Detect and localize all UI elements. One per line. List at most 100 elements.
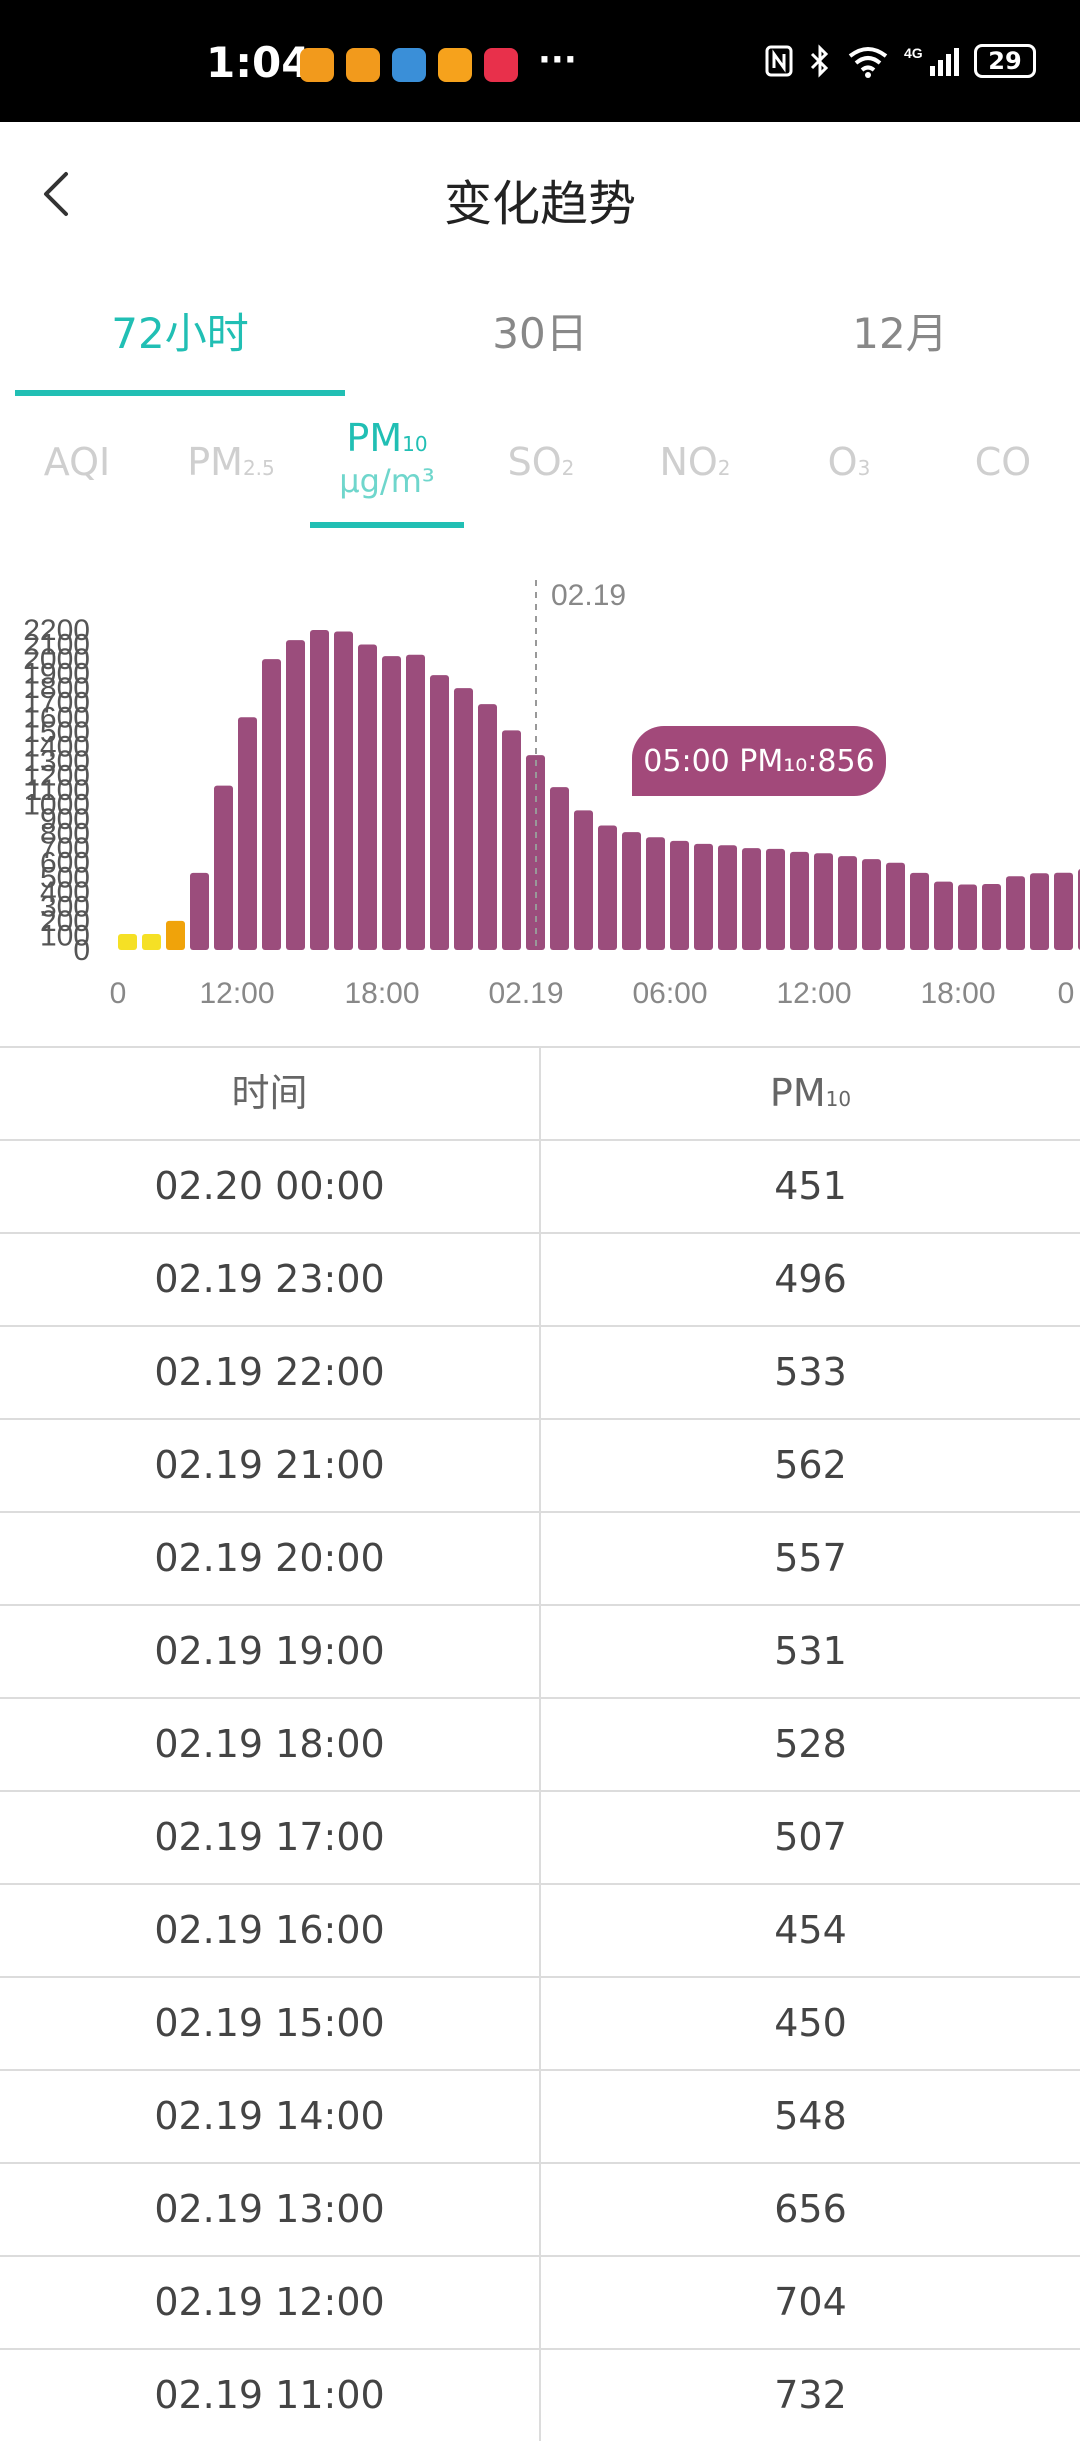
x-tick-label: 18:00 [920,977,995,1010]
tab-o3-label: O [827,440,858,484]
back-icon[interactable] [30,164,90,224]
tab-co[interactable]: CO [974,440,1032,484]
chart-bar [910,872,929,950]
row-value: 450 [774,2001,847,2045]
chart-bar [622,832,641,950]
pm10-chart[interactable]: 0 100 200 300 400 500 600 700 800 900 1000 1100 1200… [0,560,1080,1040]
row-time: 02.19 12:00 [0,2257,541,2348]
battery-icon: 29 [974,44,1036,78]
y-tick-label: 500 [40,861,90,894]
table-row: 02.19 14:00 548 [0,2069,1080,2162]
tab-12-months[interactable]: 12月 [852,309,948,358]
tab-so2[interactable]: SO2 [464,440,618,484]
notification-icons [300,48,518,82]
app-header: 变化趋势 [0,122,1080,268]
app-notification-icon [392,48,426,82]
table-row: 02.19 17:00 507 [0,1790,1080,1883]
table-row: 02.19 11:00 732 [0,2348,1080,2441]
tab-pm25[interactable]: PM2.5 [154,440,308,484]
chart-bar [838,856,857,950]
row-time: 02.19 18:00 [0,1699,541,1790]
chart-bar [406,654,425,950]
tab-pm25-label: PM [187,440,243,484]
row-value: 496 [774,1257,847,1301]
tab-72-hours[interactable]: 72小时 [111,309,249,358]
tab-o3-subscript: 3 [857,456,871,480]
row-value: 557 [774,1536,847,1580]
y-tick-label: 1100 [25,774,90,807]
row-time: 02.19 19:00 [0,1606,541,1697]
row-value: 531 [774,1629,847,1673]
tab-pm10-subscript: 10 [402,432,428,456]
chart-bar [598,825,617,950]
chart-bar [862,859,881,950]
row-value: 656 [774,2187,847,2231]
y-tick-label: 1000 [23,789,90,822]
chart-bar [982,883,1001,950]
row-value: 562 [774,1443,847,1487]
table-row: 02.19 19:00 531 [0,1604,1080,1697]
y-tick-label: 100 [40,919,90,952]
x-tick-label: 06:00 [632,977,707,1010]
row-time: 02.19 20:00 [0,1513,541,1604]
chart-bar [502,730,521,950]
chart-bar [190,872,209,950]
y-tick-label: 1200 [23,759,90,792]
tab-pm10[interactable]: PM10 μg/m³ [310,416,464,500]
table-row: 02.19 23:00 496 [0,1232,1080,1325]
signal-4g-icon: 4G [904,45,959,76]
chart-bar [814,853,833,950]
pollutant-tabs: AQI PM2.5 PM10 μg/m³ SO2 NO2 O3 CO [0,410,1080,540]
y-tick-label: 300 [40,890,90,923]
data-table: 时间 PM10 02.20 00:00 451 02.19 23:00 496 02.1… [0,1046,1080,2441]
y-tick-label: 1400 [23,730,90,763]
nfc-icon [765,45,793,77]
chart-bar [1054,872,1073,950]
y-tick-label: 700 [40,832,90,865]
chart-bar [454,688,473,950]
chart-bar [166,920,185,950]
row-value: 507 [774,1815,847,1859]
y-tick-label: 1800 [23,672,90,705]
tab-aqi[interactable]: AQI [43,440,111,484]
app-notification-icon [438,48,472,82]
row-time: 02.19 22:00 [0,1327,541,1418]
row-time: 02.19 17:00 [0,1792,541,1883]
x-tick-label: 0 [110,977,127,1010]
chart-bar [934,881,953,950]
tab-no2[interactable]: NO2 [618,440,772,484]
chart-bar [382,656,401,950]
row-value: 528 [774,1722,847,1766]
chart-bar [1006,876,1025,950]
chart-bar [694,843,713,950]
table-row: 02.19 16:00 454 [0,1883,1080,1976]
table-header: 时间 PM10 [0,1046,1080,1139]
y-tick-label: 1700 [23,687,90,720]
tab-pm10-label: PM [346,416,403,460]
table-row: 02.19 15:00 450 [0,1976,1080,2069]
tab-so2-subscript: 2 [561,456,575,480]
row-value: 451 [774,1164,847,1208]
chart-bar [286,640,305,950]
tab-o3[interactable]: O3 [772,440,926,484]
chart-svg: 0100200300400500600700800900100011001200… [23,579,1080,1010]
chart-bar [478,704,497,950]
column-header-pm10: PM10 [541,1048,1080,1139]
y-tick-label: 800 [40,818,90,851]
y-tick-label: 1300 [23,745,90,778]
table-row: 02.19 18:00 528 [0,1697,1080,1790]
chart-bar [718,845,737,950]
row-value: 548 [774,2094,847,2138]
range-tab-indicator [15,390,345,396]
table-row: 02.20 00:00 451 [0,1139,1080,1232]
chart-bar [310,630,329,950]
table-row: 02.19 13:00 656 [0,2162,1080,2255]
y-tick-label: 2200 [23,614,90,647]
tab-no2-subscript: 2 [717,456,731,480]
y-tick-label: 200 [40,905,90,938]
app-notification-icon [346,48,380,82]
bluetooth-icon [810,44,829,78]
x-tick-label: 18:00 [344,977,419,1010]
row-time: 02.19 13:00 [0,2164,541,2255]
tab-30-days[interactable]: 30日 [492,309,588,358]
